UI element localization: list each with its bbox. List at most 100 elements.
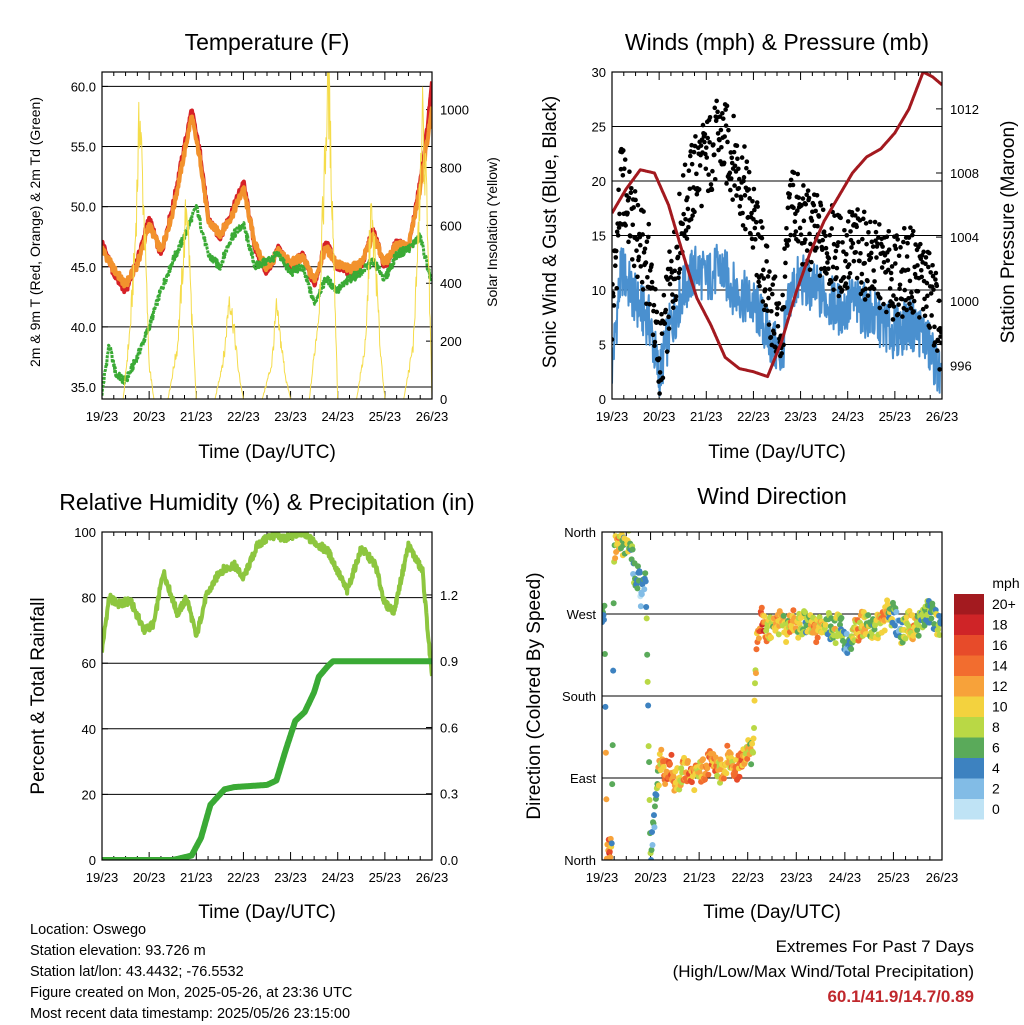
x-tick-label: 26/23 xyxy=(926,409,959,424)
direction-point xyxy=(705,771,712,778)
gust-point xyxy=(642,246,648,252)
x-tick-label: 25/23 xyxy=(877,870,910,885)
direction-point xyxy=(814,634,821,641)
gust-point xyxy=(741,175,747,180)
gust-point xyxy=(725,139,730,145)
gust-point xyxy=(646,234,651,240)
direction-point xyxy=(609,781,616,788)
y2-tick-label: 600 xyxy=(440,218,462,233)
gust-point xyxy=(753,219,759,225)
gust-point xyxy=(684,236,690,241)
chart-title: Relative Humidity (%) & Precipitation (i… xyxy=(59,489,474,515)
y-axis-label: Sonic Wind & Gust (Blue, Black) xyxy=(540,96,561,368)
gust-point xyxy=(822,265,827,271)
chart-title: Wind Direction xyxy=(697,483,847,509)
direction-point xyxy=(915,632,922,639)
gust-point xyxy=(827,232,833,238)
y-tick-label: West xyxy=(567,607,597,622)
gust-point xyxy=(834,275,839,280)
gust-point xyxy=(785,243,790,248)
gust-point xyxy=(613,248,619,254)
y-tick-label: 30 xyxy=(592,65,606,80)
direction-point xyxy=(638,591,645,598)
gust-point xyxy=(760,299,766,304)
direction-point xyxy=(903,613,910,620)
gust-point xyxy=(726,127,731,133)
gust-point xyxy=(761,267,766,273)
gust-point xyxy=(704,155,710,160)
gust-point xyxy=(802,237,808,242)
extremes-title: Extremes For Past 7 Days xyxy=(775,937,974,956)
gust-point xyxy=(816,214,822,219)
gust-point xyxy=(659,331,665,336)
gust-point xyxy=(724,181,729,186)
direction-point xyxy=(653,792,660,799)
extremes-box: Extremes For Past 7 Days (High/Low/Max W… xyxy=(673,934,974,1009)
gust-point xyxy=(901,239,906,245)
gust-point xyxy=(676,275,681,281)
gust-point xyxy=(677,266,683,272)
data-timestamp: Most recent data timestamp: 2025/05/26 2… xyxy=(30,1006,351,1022)
gust-point xyxy=(862,297,868,302)
gust-point xyxy=(844,285,850,290)
gust-point xyxy=(652,339,658,345)
x-tick-label: 23/23 xyxy=(784,409,817,424)
gust-point xyxy=(847,270,853,276)
gust-point xyxy=(676,270,682,276)
gust-point xyxy=(644,239,650,244)
x-tick-label: 21/23 xyxy=(690,409,723,424)
gust-point xyxy=(732,163,738,169)
station-location: Location: Oswego xyxy=(30,922,147,938)
station-info: Location: Oswego Station elevation: 93.7… xyxy=(30,920,352,1025)
direction-point xyxy=(610,600,617,607)
gust-point xyxy=(636,254,642,260)
gust-point xyxy=(759,235,765,241)
direction-point xyxy=(607,835,614,842)
gust-point xyxy=(786,238,792,243)
gust-point xyxy=(770,282,776,287)
gust-point xyxy=(660,375,666,381)
gust-point xyxy=(768,335,774,340)
gust-point xyxy=(838,215,843,221)
gust-point xyxy=(875,241,880,246)
gust-point xyxy=(681,211,686,217)
direction-point xyxy=(629,546,636,553)
gust-point xyxy=(924,304,929,309)
direction-point xyxy=(668,751,675,758)
y2-tick-label: 0.3 xyxy=(440,787,458,802)
gust-point xyxy=(715,109,720,115)
gust-point xyxy=(719,144,724,150)
series-line xyxy=(102,72,432,399)
gust-point xyxy=(846,275,851,280)
gust-point xyxy=(865,293,871,298)
gust-point xyxy=(643,260,649,265)
gust-point xyxy=(779,351,785,356)
direction-point xyxy=(936,631,942,638)
direction-point xyxy=(832,640,839,647)
direction-point xyxy=(645,743,652,750)
gust-point xyxy=(707,115,713,120)
legend-label: 10 xyxy=(992,699,1008,715)
gust-point xyxy=(781,342,786,348)
x-tick-label: 26/23 xyxy=(926,870,959,885)
gust-point xyxy=(884,309,889,315)
gust-point xyxy=(731,149,737,155)
gust-point xyxy=(752,207,757,213)
direction-point xyxy=(643,604,650,611)
gust-point xyxy=(797,225,803,231)
direction-point xyxy=(750,749,757,756)
gust-point xyxy=(773,345,778,350)
gust-point xyxy=(824,271,829,276)
gust-point xyxy=(670,292,675,297)
gust-point xyxy=(728,176,734,181)
direction-point xyxy=(753,646,760,653)
gust-point xyxy=(760,225,765,230)
gust-point xyxy=(717,114,723,119)
gust-point xyxy=(823,233,828,239)
gust-point xyxy=(774,311,780,317)
gust-point xyxy=(675,254,681,260)
gust-point xyxy=(896,253,902,259)
direction-point xyxy=(723,770,730,777)
gust-point xyxy=(742,144,747,149)
gust-point xyxy=(750,198,755,204)
